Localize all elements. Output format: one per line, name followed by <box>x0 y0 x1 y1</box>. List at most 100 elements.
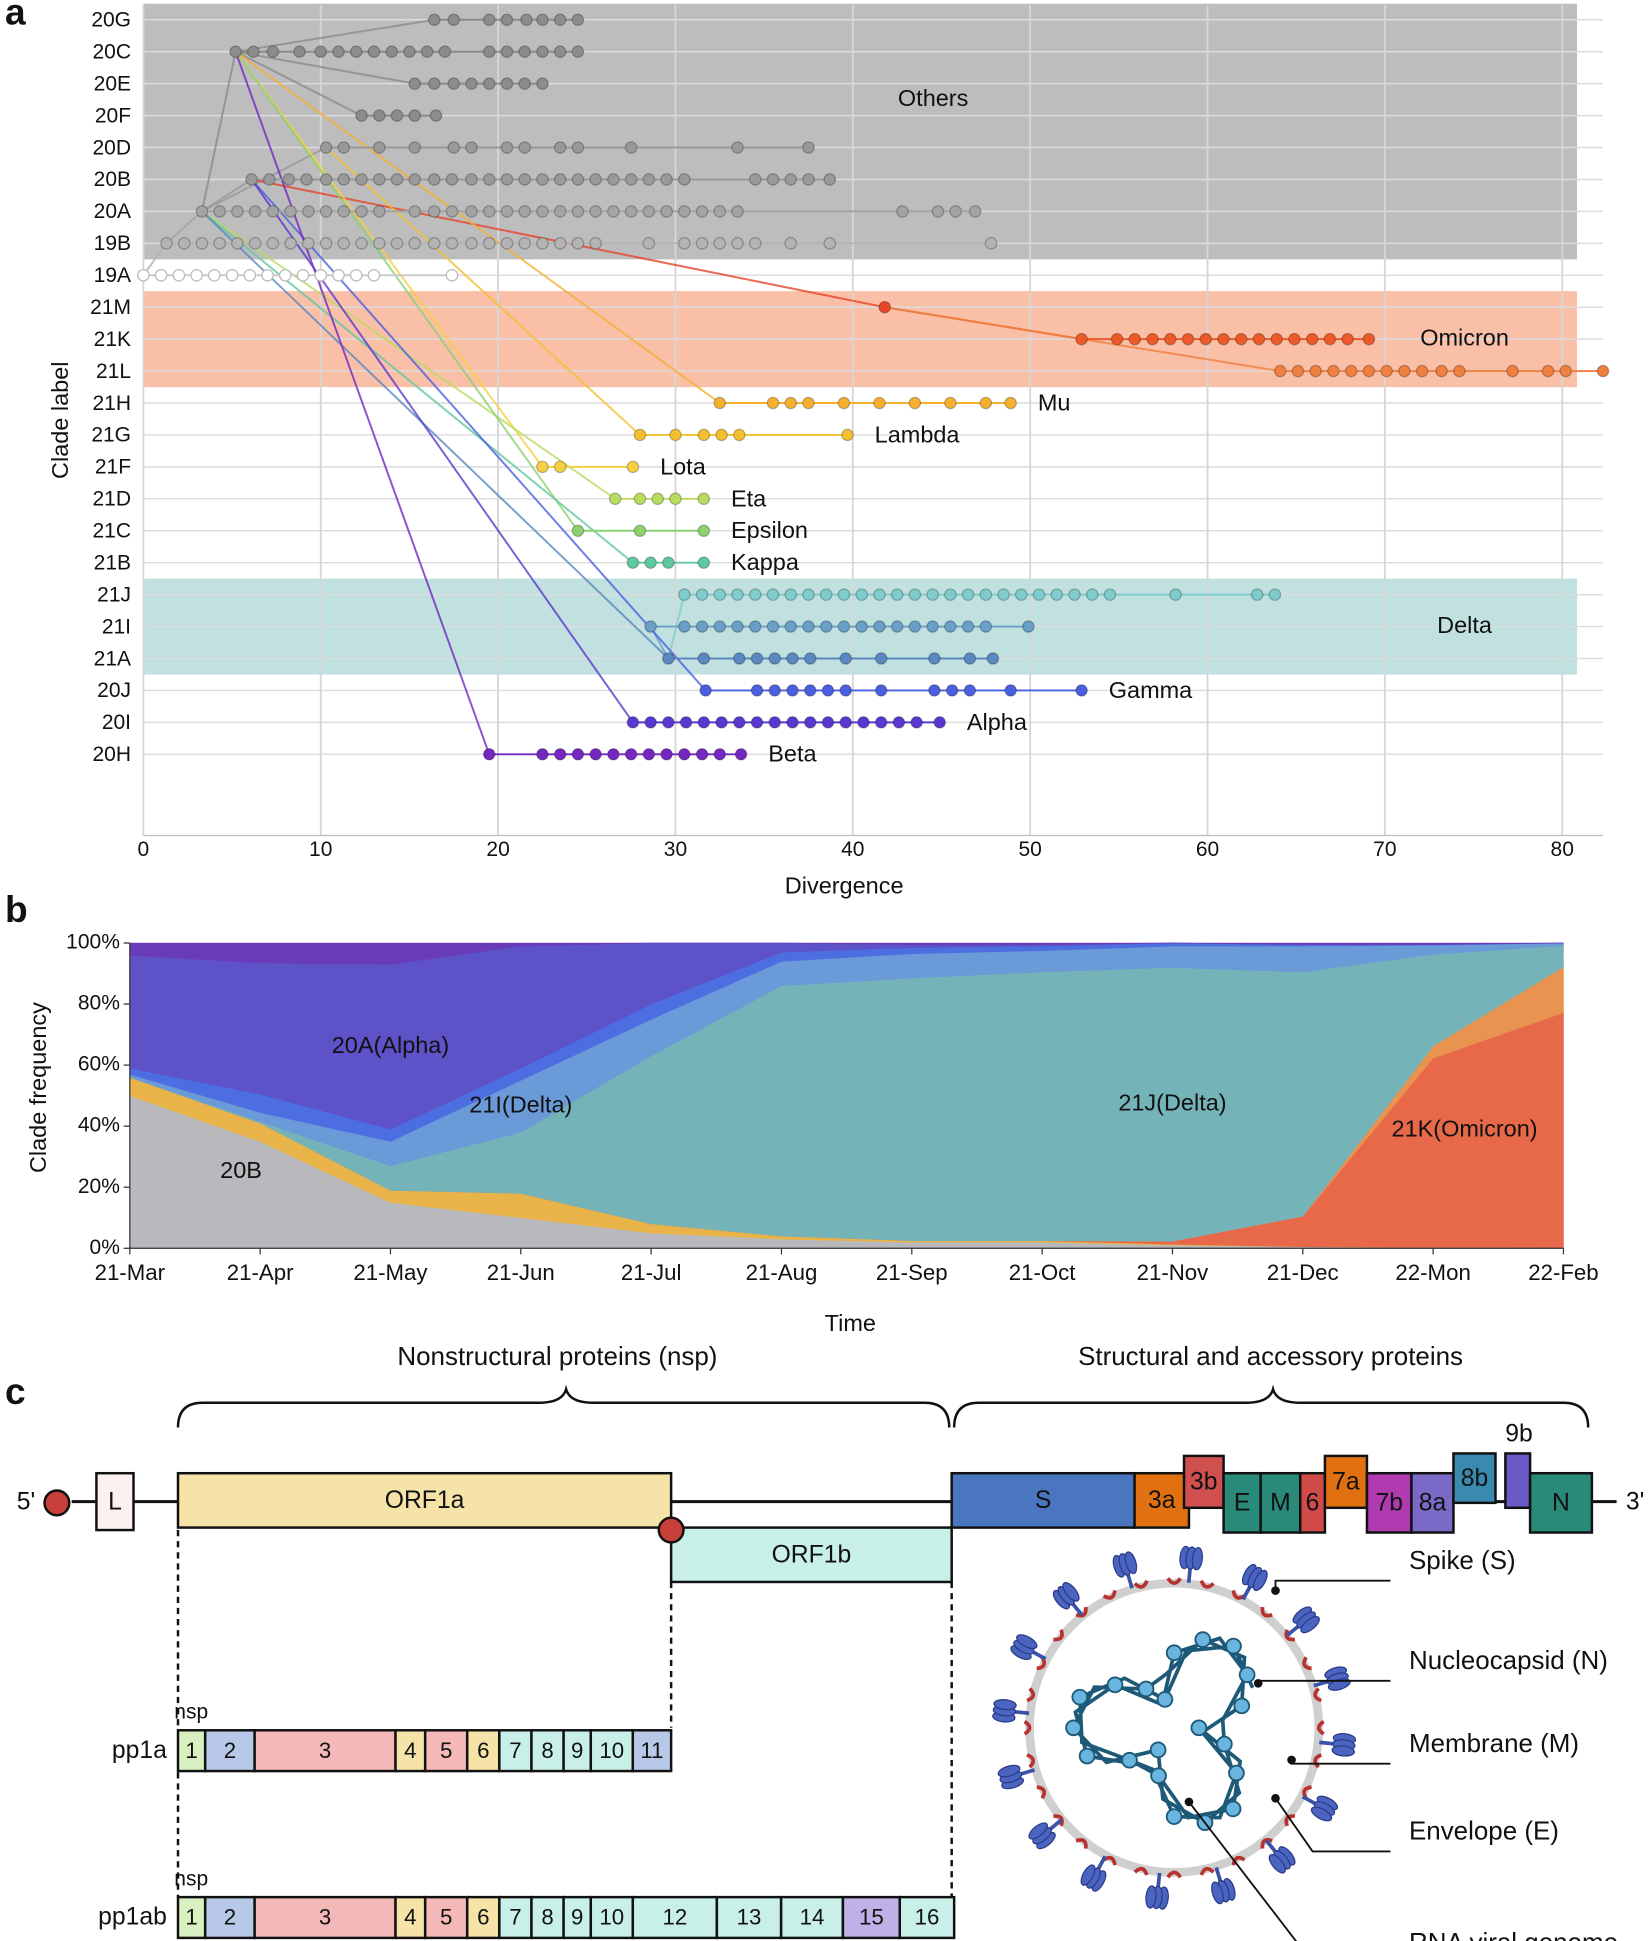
y-tick-label: 40% <box>78 1114 120 1137</box>
dot <box>961 620 975 633</box>
dot <box>803 716 817 729</box>
dot <box>678 173 691 186</box>
dot <box>644 556 657 569</box>
dot <box>447 141 461 154</box>
spike-head <box>1211 1881 1224 1905</box>
dot <box>678 620 691 633</box>
dot <box>944 588 957 601</box>
nsp-box-label: 1 <box>185 1905 197 1930</box>
dot <box>660 173 673 186</box>
dot <box>821 684 835 697</box>
x-tick-label: 40 <box>841 838 864 861</box>
dot <box>732 652 746 665</box>
membrane-protein <box>1260 1838 1273 1849</box>
dot <box>137 268 150 282</box>
orf1a-label: ORF1a <box>385 1487 465 1514</box>
spike <box>1241 1563 1268 1601</box>
dot <box>768 684 782 697</box>
spike-head <box>1028 1822 1048 1840</box>
dot <box>1252 332 1266 346</box>
dot <box>1075 684 1088 697</box>
dot <box>589 205 602 218</box>
dot <box>890 620 904 633</box>
dot <box>571 524 585 538</box>
area <box>129 942 1564 965</box>
nucleocapsid <box>1121 1751 1138 1769</box>
dot <box>933 716 947 729</box>
dot <box>296 268 310 282</box>
dot <box>445 268 459 282</box>
dot <box>878 300 892 314</box>
dot <box>1288 332 1301 346</box>
membrane-protein <box>1102 1590 1117 1600</box>
nucleocapsid <box>1224 1800 1242 1818</box>
dot <box>662 716 675 729</box>
dot <box>1309 364 1322 378</box>
y-tick-label: 21A <box>94 647 131 670</box>
nsp-box-label: 16 <box>915 1905 940 1930</box>
dot <box>500 173 514 186</box>
dot <box>734 747 748 761</box>
dot <box>786 716 799 729</box>
dot <box>1181 332 1195 346</box>
dot <box>1110 332 1124 346</box>
dot <box>427 13 441 27</box>
dot <box>949 205 962 218</box>
dot <box>713 237 727 250</box>
gene-label: E <box>1234 1490 1250 1517</box>
dot <box>390 173 404 186</box>
dot <box>786 684 799 697</box>
dot <box>624 173 638 186</box>
dot <box>385 45 398 59</box>
y-tick-label: 21D <box>93 488 132 511</box>
dot <box>571 747 585 761</box>
dot <box>349 45 363 59</box>
spike-head <box>1268 1853 1286 1874</box>
spike-head <box>1331 1745 1355 1757</box>
nsp-box <box>841 1895 902 1940</box>
dot <box>651 492 665 506</box>
slippery-site <box>657 1516 685 1544</box>
dot <box>750 652 764 665</box>
branch <box>201 210 670 660</box>
dot <box>784 173 798 186</box>
dot <box>695 747 709 761</box>
branch <box>235 50 415 85</box>
dot <box>855 620 868 633</box>
dot <box>803 652 817 665</box>
y-tick-label: 20H <box>93 743 132 766</box>
dot <box>678 588 691 601</box>
leader-line <box>1274 1797 1391 1853</box>
dot <box>926 588 939 601</box>
dot <box>293 45 306 59</box>
dot <box>553 747 567 761</box>
nsp-box-label: 15 <box>859 1905 884 1930</box>
x-tick-label: 21-Jul <box>621 1260 682 1285</box>
spike-head <box>997 1764 1021 1778</box>
dot <box>536 205 549 218</box>
dot <box>713 205 727 218</box>
nsp-prefix: nsp <box>174 1867 208 1890</box>
dot <box>349 268 363 282</box>
membrane-protein <box>1075 1838 1088 1849</box>
dot <box>713 588 727 601</box>
dot <box>963 684 977 697</box>
membrane-protein <box>1036 1785 1047 1800</box>
dot <box>839 716 853 729</box>
dot <box>961 588 975 601</box>
dot <box>482 13 496 27</box>
leader-dot <box>1184 1797 1194 1807</box>
gene-label: 3a <box>1148 1487 1176 1514</box>
dot <box>1291 364 1305 378</box>
dot <box>571 13 585 27</box>
band-label: Omicron <box>1420 324 1509 350</box>
dot <box>678 237 691 250</box>
y-tick-label: 20B <box>94 168 131 191</box>
dot <box>624 141 638 154</box>
dot <box>408 237 422 250</box>
membrane-protein <box>1026 1753 1036 1769</box>
y-tick-label: 20% <box>78 1175 120 1198</box>
dot <box>319 205 333 218</box>
membrane-protein <box>1133 1579 1149 1589</box>
dot <box>248 205 262 218</box>
